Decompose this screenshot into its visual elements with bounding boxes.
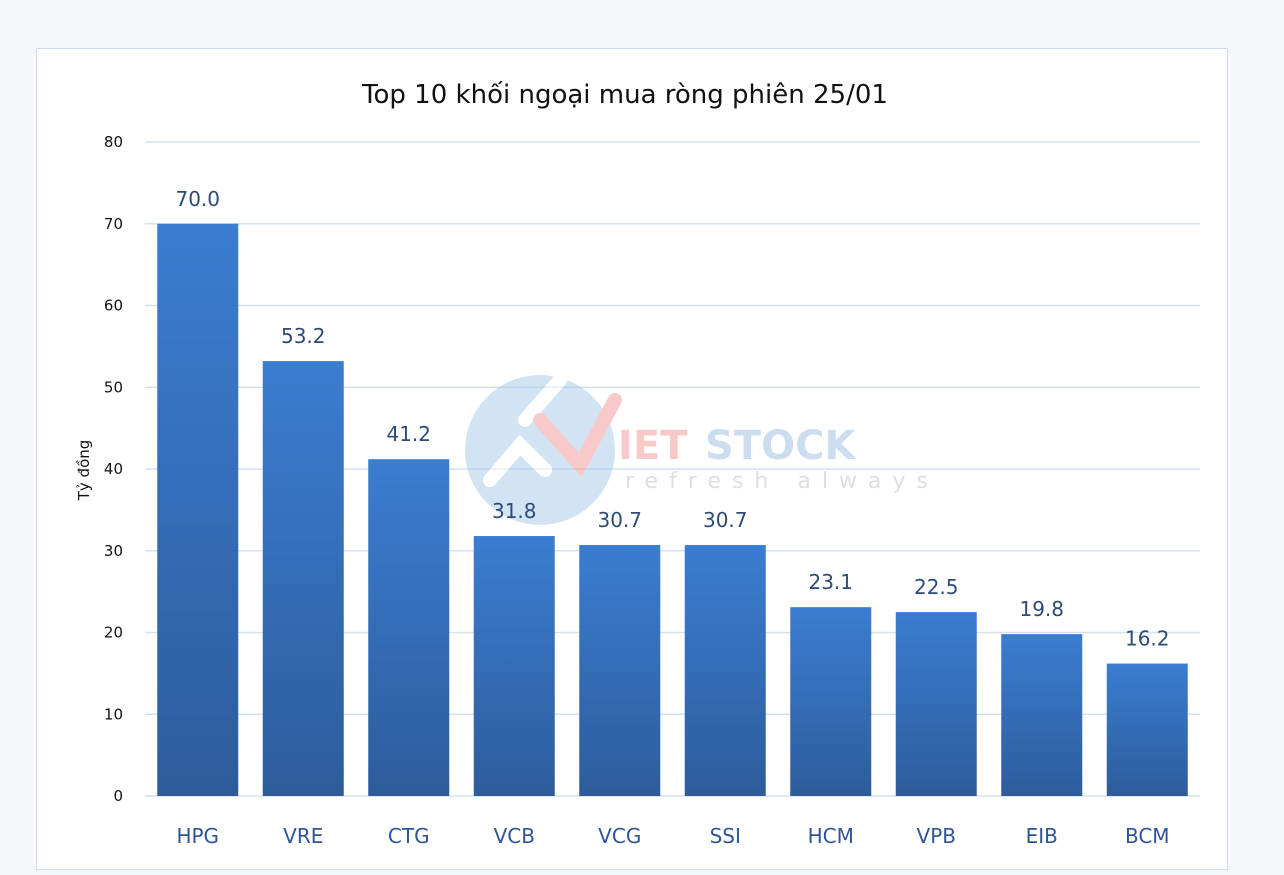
x-tick-label: VCB [494, 824, 535, 848]
data-label: 19.8 [1019, 597, 1064, 621]
svg-text:IET: IET [618, 423, 688, 469]
data-label: 30.7 [597, 508, 642, 532]
x-tick-label: VPB [917, 824, 956, 848]
y-tick-label: 40 [104, 460, 123, 478]
bar-hcm [790, 607, 872, 796]
x-tick-label: HCM [808, 824, 854, 848]
x-tick-label: SSI [710, 824, 741, 848]
y-tick-label: 50 [104, 378, 123, 396]
data-label: 30.7 [703, 508, 748, 532]
data-label: 31.8 [492, 499, 537, 523]
bar-bcm [1106, 663, 1188, 796]
svg-text:refresh always: refresh always [625, 469, 939, 494]
x-tick-label: BCM [1125, 824, 1170, 848]
x-tick-label: EIB [1026, 824, 1058, 848]
x-tick-label: VCG [598, 824, 641, 848]
y-tick-label: 80 [104, 133, 123, 151]
bar-vre [262, 361, 344, 796]
data-label: 41.2 [386, 422, 431, 446]
vietstock-watermark-logo: IET STOCK refresh always [465, 373, 939, 525]
y-axis-label: Tỷ đồng [75, 440, 93, 502]
x-tick-label: HPG [176, 824, 219, 848]
bar-vcb [473, 536, 555, 796]
x-tick-label: CTG [388, 824, 430, 848]
y-tick-label: 30 [104, 542, 123, 560]
bar-eib [1001, 634, 1083, 796]
data-label: 70.0 [175, 187, 220, 211]
x-tick-label: VRE [283, 824, 323, 848]
y-tick-label: 10 [104, 705, 123, 723]
data-label: 53.2 [281, 324, 326, 348]
bar-ctg [368, 459, 450, 796]
chart-title: Top 10 khối ngoại mua ròng phiên 25/01 [361, 80, 888, 110]
y-tick-label: 0 [113, 787, 123, 805]
bar-hpg [157, 223, 239, 796]
y-tick-label: 70 [104, 215, 123, 233]
data-label: 16.2 [1125, 627, 1170, 651]
y-tick-label: 20 [104, 624, 123, 642]
data-label: 22.5 [914, 575, 959, 599]
bar-ssi [684, 545, 766, 796]
bar-vpb [895, 612, 977, 796]
svg-text:STOCK: STOCK [705, 423, 857, 469]
bar-vcg [579, 545, 661, 796]
y-tick-label: 60 [104, 297, 123, 315]
data-label: 23.1 [808, 570, 853, 594]
